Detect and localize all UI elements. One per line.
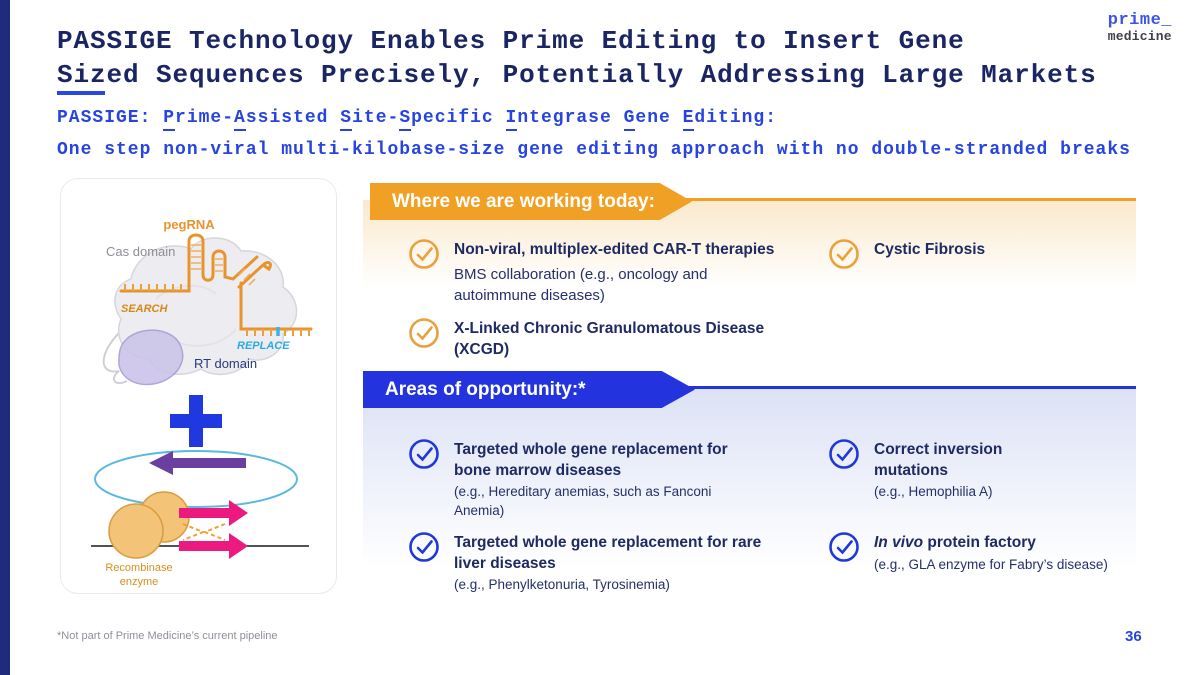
opportunity-item-inversion: Correct inversion mutations (e.g., Hemop… [828, 438, 1128, 502]
acronym-underlined-letter: P [163, 108, 176, 131]
item-title: Targeted whole gene replacement for rare… [454, 534, 762, 572]
gene-arrow-left [149, 451, 246, 475]
plus-icon [170, 395, 222, 447]
page-title-line1: PASSIGE Technology Enables Prime Editing… [57, 26, 965, 56]
search-comb-ticks [124, 284, 182, 291]
today-item-cf: Cystic Fibrosis [828, 238, 1128, 270]
page-title-line2: Sized Sequences Precisely, Potentially A… [57, 60, 1097, 90]
opportunity-banner-label: Areas of opportunity:* [385, 378, 586, 400]
opportunity-banner: Areas of opportunity:* [363, 371, 695, 408]
logo-line1: prime_ [1107, 11, 1172, 30]
opportunity-banner-line [689, 386, 1136, 389]
title-accent-underline [57, 91, 105, 95]
opportunity-item-protein-factory: In vivo protein factory (e.g., GLA enzym… [828, 531, 1148, 574]
item-title-rest: protein factory [923, 534, 1036, 551]
page-number: 36 [1125, 628, 1142, 645]
today-banner-label: Where we are working today: [392, 190, 655, 212]
mechanism-illustration: pegRNA Cas domain SEARCH REPLACE RT doma… [91, 217, 313, 588]
opportunity-item-liver: Targeted whole gene replacement for rare… [408, 531, 808, 595]
recombinase-label-line2: enzyme [120, 576, 159, 588]
acronym-underlined-letter: S [399, 108, 412, 131]
item-title: In vivo protein factory [874, 533, 1148, 554]
acronym-underlined-letter: E [682, 108, 695, 131]
check-icon [409, 532, 439, 562]
strand-squiggle [102, 328, 128, 385]
item-subtitle: (e.g., GLA enzyme for Fabry’s disease) [874, 556, 1108, 572]
acronym-underlined-letter: S [340, 108, 353, 131]
passige-acronym: PASSIGE: Prime-Assisted Site-Specific In… [57, 108, 778, 131]
today-item-xcgd: X-Linked Chronic Granulomatous Disease (… [408, 317, 808, 360]
pegrna-label: pegRNA [163, 217, 215, 232]
hairpin-rungs [191, 244, 256, 286]
acronym-text: rime- [175, 108, 235, 128]
today-item-cart: Non-viral, multiplex-edited CAR-T therap… [408, 238, 808, 306]
prime-medicine-logo: prime_ medicine [1107, 11, 1172, 44]
passige-mechanism-diagram: pegRNA Cas domain SEARCH REPLACE RT doma… [60, 178, 337, 594]
item-subtitle: (e.g., Hereditary anemias, such as Fanco… [454, 484, 712, 518]
acronym-text: pecific [411, 108, 506, 128]
opportunity-item-bone-marrow: Targeted whole gene replacement for bone… [408, 438, 768, 520]
check-icon [409, 239, 439, 269]
today-banner-line [686, 198, 1136, 201]
item-title: Correct inversion mutations [874, 441, 1003, 479]
acronym-text: PASSIGE: [57, 108, 164, 128]
item-title: X-Linked Chronic Granulomatous Disease (… [454, 320, 765, 358]
rt-domain-blob [118, 329, 184, 386]
acronym-text: ssisted [245, 108, 341, 128]
recombinase-label-line1: Recombinase [105, 562, 172, 574]
item-title: Cystic Fibrosis [874, 241, 986, 258]
item-subtitle: (e.g., Phenylketonuria, Tyrosinemia) [454, 577, 670, 593]
search-label: SEARCH [121, 303, 169, 315]
acronym-text: diting: [694, 108, 778, 128]
rt-domain-label: RT domain [194, 356, 257, 371]
replace-label: REPLACE [237, 340, 290, 352]
item-title: Targeted whole gene replacement for bone… [454, 441, 728, 479]
cas-domain-label: Cas domain [106, 244, 175, 259]
opportunity-section-background [363, 389, 1136, 567]
logo-line2: medicine [1107, 29, 1172, 44]
replace-comb-ticks [246, 329, 310, 336]
pegrna-strand [119, 233, 313, 331]
recombinase-circles [108, 491, 190, 559]
plasmid-ellipse [94, 450, 298, 508]
item-title-italic: In vivo [874, 534, 924, 551]
acronym-text: ite- [352, 108, 400, 128]
check-icon [409, 439, 439, 469]
item-subtitle: BMS collaboration (e.g., oncology and au… [454, 265, 708, 304]
acronym-text: ene [635, 108, 683, 128]
acronym-text: ntegrase [517, 108, 624, 128]
item-title: Non-viral, multiplex-edited CAR-T therap… [454, 241, 775, 258]
tagline: One step non-viral multi-kilobase-size g… [57, 140, 1131, 160]
check-icon [829, 439, 859, 469]
today-banner: Where we are working today: [370, 183, 692, 220]
item-subtitle: (e.g., Hemophilia A) [874, 484, 993, 500]
insert-arrows [179, 500, 248, 559]
acronym-underlined-letter: A [234, 108, 246, 131]
check-icon [829, 532, 859, 562]
att-site-dashes [182, 523, 226, 541]
check-icon [409, 318, 439, 348]
left-accent-bar [0, 0, 10, 675]
check-icon [829, 239, 859, 269]
acronym-underlined-letter: G [623, 108, 636, 131]
acronym-underlined-letter: I [505, 108, 518, 131]
footnote: *Not part of Prime Medicine’s current pi… [57, 630, 278, 642]
